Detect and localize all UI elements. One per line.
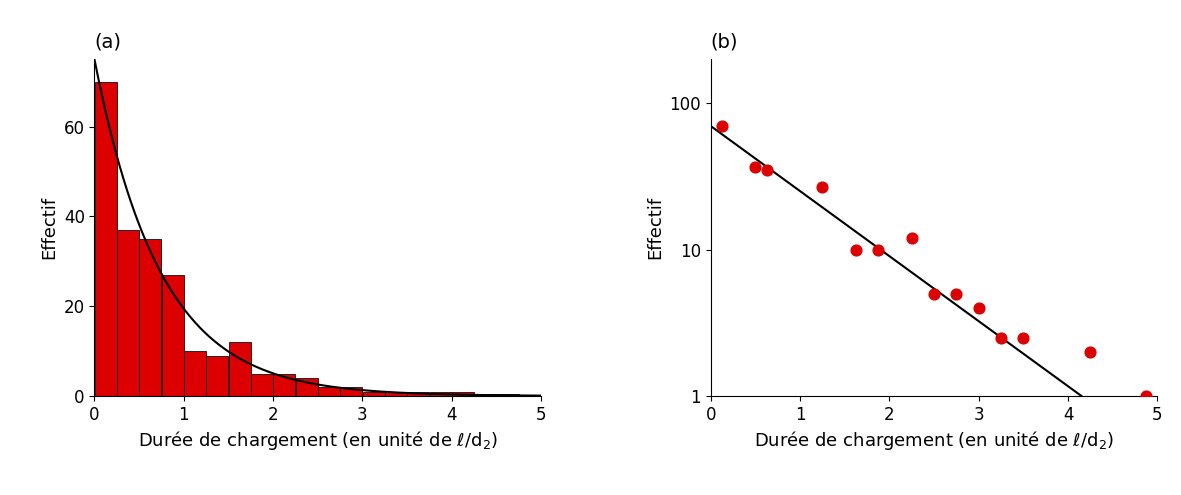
Point [746, 163, 765, 171]
Point [992, 334, 1011, 342]
Bar [229, 342, 250, 396]
Bar [273, 374, 295, 396]
Bar [318, 387, 340, 396]
Bar [295, 378, 318, 396]
Point [925, 290, 944, 297]
Bar [340, 387, 363, 396]
Point [1137, 392, 1156, 400]
Point [1081, 348, 1100, 356]
Bar [363, 392, 385, 396]
Bar [430, 392, 451, 396]
Bar [475, 394, 496, 396]
Bar [207, 355, 228, 396]
Point [757, 166, 776, 174]
Bar [496, 394, 518, 396]
Point [847, 246, 866, 253]
Point [970, 304, 988, 312]
Bar [407, 392, 430, 396]
Bar [184, 351, 205, 396]
Bar [385, 392, 407, 396]
Point [712, 122, 731, 130]
Bar [250, 374, 273, 396]
Text: (b): (b) [711, 33, 738, 51]
Point [813, 183, 831, 191]
Y-axis label: Effectif: Effectif [646, 196, 664, 259]
Bar [162, 275, 184, 396]
X-axis label: Durée de chargement (en unité de $\ell$/d$_2$): Durée de chargement (en unité de $\ell$/… [755, 429, 1114, 452]
Bar [117, 230, 139, 396]
Y-axis label: Effectif: Effectif [40, 196, 58, 259]
Bar [518, 395, 541, 396]
Point [902, 234, 921, 242]
Point [869, 246, 888, 253]
X-axis label: Durée de chargement (en unité de $\ell$/d$_2$): Durée de chargement (en unité de $\ell$/… [138, 429, 497, 452]
Point [1014, 334, 1033, 342]
Bar [452, 392, 474, 396]
Bar [94, 82, 117, 396]
Point [947, 290, 966, 297]
Text: (a): (a) [94, 33, 122, 51]
Bar [139, 239, 162, 396]
